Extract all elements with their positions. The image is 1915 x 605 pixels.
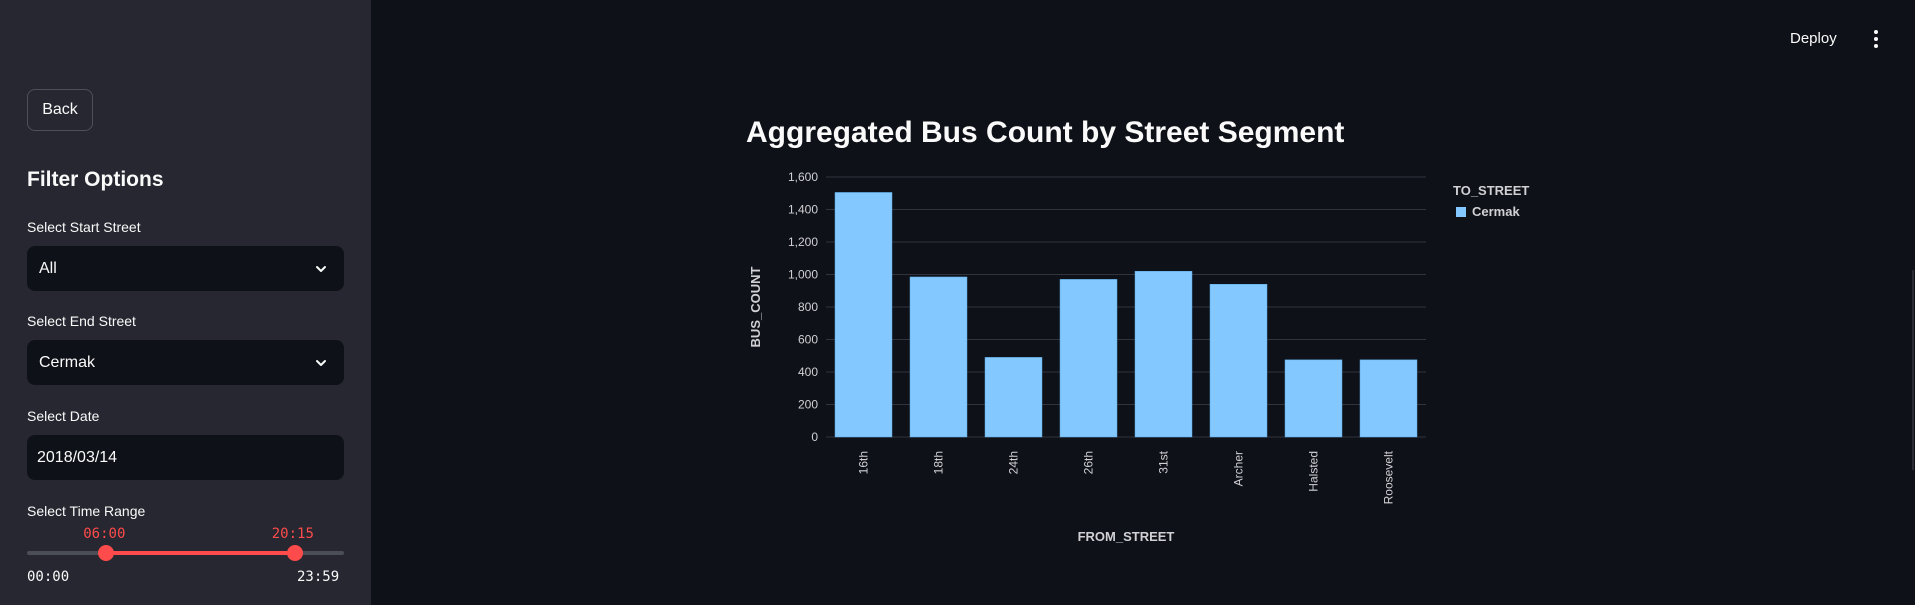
end-street-select[interactable]: Cermak [27,340,344,385]
y-tick-label: 600 [798,333,818,347]
chevron-down-icon [312,260,330,278]
bar [1359,359,1418,438]
x-tick-label: 26th [1082,451,1096,474]
end-street-value: Cermak [39,353,96,371]
bar-chart: 0 200 400 600 800 1,000 1,200 1,400 1,600 16th 18t… [748,170,1529,544]
legend-swatch [1456,207,1466,217]
time-range-min: 00:00 [27,569,70,585]
start-street-select[interactable]: All [27,246,344,291]
end-street-label: Select End Street [27,313,136,329]
time-range-max: 23:59 [297,569,340,585]
back-button[interactable]: Back [27,89,93,131]
time-range-slider[interactable] [27,545,344,561]
time-range-low-value: 06:00 [83,526,126,542]
bar [909,276,968,438]
time-range-high-value: 20:15 [271,526,314,542]
y-axis-title: BUS_COUNT [748,266,763,347]
bar [1134,271,1193,438]
chevron-down-icon [312,354,330,372]
bar [1284,359,1343,438]
legend-title: TO_STREET [1453,183,1529,198]
date-input[interactable] [27,435,344,480]
scrollbar[interactable] [1912,270,1914,470]
y-tick-label: 800 [798,300,818,314]
date-label: Select Date [27,408,100,424]
chart-title: Aggregated Bus Count by Street Segment [746,116,1345,149]
x-tick-label: 31st [1157,450,1171,473]
deploy-button[interactable]: Deploy [1790,29,1837,47]
y-tick-label: 1,400 [788,203,818,217]
filter-options-heading: Filter Options [27,168,164,191]
x-tick-label: 18th [932,451,946,474]
vertical-ellipsis-icon[interactable] [1868,28,1884,50]
bar [834,192,893,438]
y-tick-label: 400 [798,365,818,379]
time-range-high-handle[interactable] [286,545,303,561]
bar [1059,279,1118,438]
y-tick-label: 1,600 [788,170,818,184]
y-tick-label: 200 [798,398,818,412]
x-tick-label: Halsted [1307,451,1321,492]
x-tick-label: Roosevelt [1382,450,1396,504]
time-range-label: Select Time Range [27,503,146,519]
sidebar: Back Filter Options Select Start Street … [0,0,371,605]
start-street-value: All [39,259,57,277]
start-street-label: Select Start Street [27,219,141,235]
legend-entry: Cermak [1472,204,1520,219]
x-tick-label: 24th [1007,451,1021,474]
time-range-low-handle[interactable] [98,545,115,561]
y-tick-label: 0 [811,430,818,444]
bar [1209,284,1268,438]
x-axis-title: FROM_STREET [1078,529,1175,544]
bar [984,357,1043,438]
y-tick-label: 1,000 [788,268,818,282]
time-range-fill [106,551,295,555]
x-tick-label: Archer [1232,451,1246,486]
y-tick-label: 1,200 [788,235,818,249]
x-tick-label: 16th [857,451,871,474]
